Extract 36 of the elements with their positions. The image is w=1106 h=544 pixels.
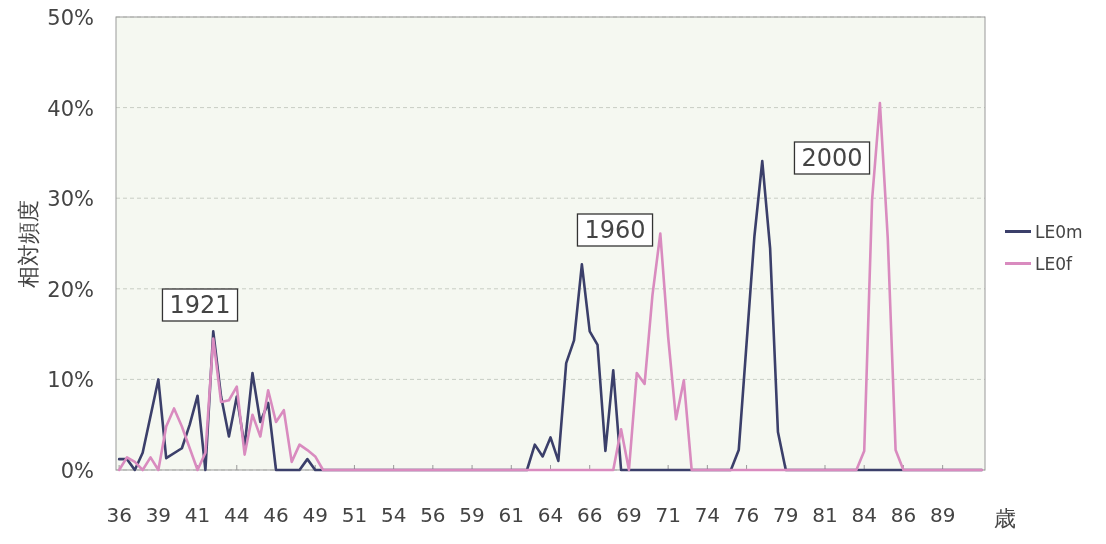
y-tick-label: 30% — [47, 187, 94, 212]
line-series — [117, 101, 984, 472]
annotation: 1921 — [169, 291, 231, 319]
y-axis-title: 相対頻度 — [16, 199, 41, 288]
x-tick-label: 89 — [929, 503, 956, 527]
x-tick-label: 71 — [655, 503, 681, 527]
x-tick-label: 74 — [694, 503, 721, 527]
x-tick-label: 46 — [263, 503, 289, 527]
x-tick-label: 49 — [302, 503, 328, 527]
x-tick-label: 51 — [341, 503, 368, 527]
annotation: 1960 — [584, 216, 646, 244]
x-tick-label: 76 — [733, 503, 760, 527]
annotation: 2000 — [801, 144, 863, 172]
x-tick-label: 54 — [380, 503, 407, 527]
x-tick-label: 86 — [890, 503, 917, 527]
x-tick-label: 84 — [851, 503, 877, 527]
x-tick-label: 61 — [498, 503, 525, 527]
x-tick-label: 81 — [812, 503, 838, 527]
x-tick-label: 39 — [145, 503, 172, 527]
x-axis-title: 歳 — [994, 506, 1016, 531]
y-tick-label: 10% — [47, 368, 94, 393]
y-tick-label: 50% — [47, 6, 94, 30]
x-tick-label: 59 — [459, 503, 485, 527]
x-tick-label: 79 — [773, 503, 799, 527]
x-tick-label: 44 — [224, 503, 250, 527]
x-tick-label: 56 — [420, 503, 446, 527]
x-tick-label: 41 — [184, 503, 211, 527]
x-tick-label: 36 — [106, 503, 132, 527]
x-tick-label: 66 — [576, 503, 603, 527]
y-tick-label: 0% — [60, 459, 94, 483]
legend-label: LE0m — [1035, 221, 1083, 242]
legend-label: LE0f — [1035, 253, 1074, 274]
y-tick-label: 40% — [47, 96, 94, 121]
x-tick-label: 64 — [537, 503, 564, 527]
x-tick-label: 69 — [616, 503, 642, 527]
y-tick-label: 20% — [47, 277, 94, 302]
